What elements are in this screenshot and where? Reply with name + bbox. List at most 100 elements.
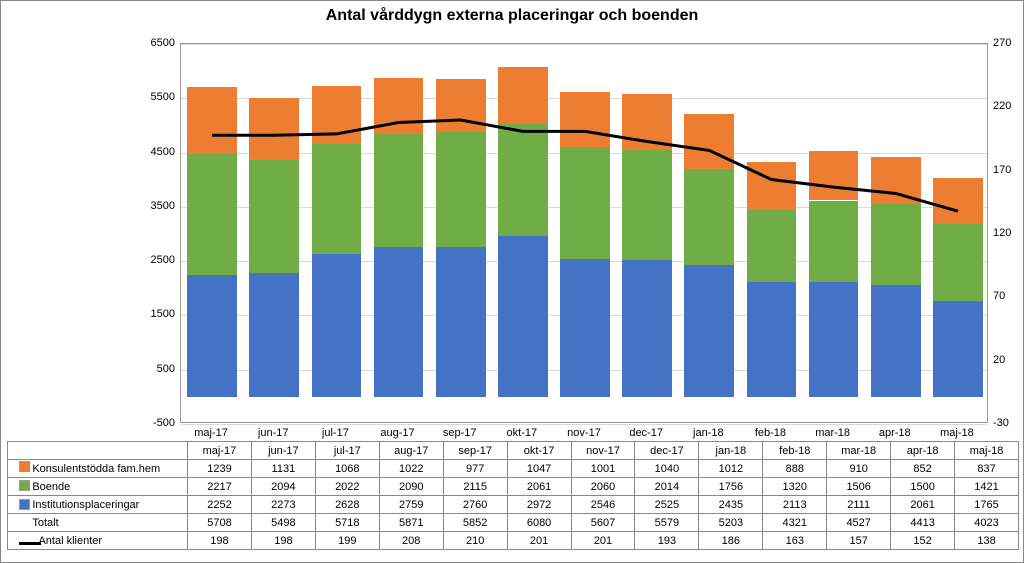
- cell: 138: [955, 532, 1019, 550]
- cell: 152: [891, 532, 955, 550]
- cell: 4527: [827, 514, 891, 532]
- cell: 5718: [315, 514, 379, 532]
- cell: okt-17: [507, 442, 571, 460]
- cell: 2090: [379, 478, 443, 496]
- table-row: Antal klienter19819819920821020120119318…: [8, 532, 1019, 550]
- y-right-tick: 270: [993, 37, 1021, 49]
- x-tick: apr-18: [879, 427, 911, 439]
- cell: 5871: [379, 514, 443, 532]
- cell: 201: [507, 532, 571, 550]
- cell: 186: [699, 532, 763, 550]
- cell: 198: [188, 532, 252, 550]
- x-tick: jun-17: [258, 427, 289, 439]
- y-right-tick: 170: [993, 164, 1021, 176]
- x-tick: maj-17: [194, 427, 228, 439]
- cell: 2094: [251, 478, 315, 496]
- cell: 1756: [699, 478, 763, 496]
- y-right-tick: -30: [993, 417, 1021, 429]
- cell: 2060: [571, 478, 635, 496]
- cell: 1421: [955, 478, 1019, 496]
- cell: 1040: [635, 460, 699, 478]
- cell: 2014: [635, 478, 699, 496]
- cell: 5607: [571, 514, 635, 532]
- y-left-tick: 1500: [141, 308, 175, 320]
- x-tick: dec-17: [629, 427, 663, 439]
- cell: 1131: [251, 460, 315, 478]
- cell: 1001: [571, 460, 635, 478]
- cell: 201: [571, 532, 635, 550]
- x-tick: aug-17: [380, 427, 414, 439]
- cell: 1012: [699, 460, 763, 478]
- line-series: [212, 120, 958, 211]
- y-left-tick: 6500: [141, 37, 175, 49]
- cell: 2217: [188, 478, 252, 496]
- cell: 2115: [443, 478, 507, 496]
- y-right-tick: 120: [993, 227, 1021, 239]
- cell: mar-18: [827, 442, 891, 460]
- cell: 2759: [379, 496, 443, 514]
- y-left-tick: 2500: [141, 254, 175, 266]
- x-tick: okt-17: [507, 427, 538, 439]
- table-row: Konsulentstödda fam.hem12391131106810229…: [8, 460, 1019, 478]
- x-tick: sep-17: [443, 427, 477, 439]
- y-left-tick: 5500: [141, 91, 175, 103]
- cell: 2252: [188, 496, 252, 514]
- x-tick: maj-18: [940, 427, 974, 439]
- cell: 4321: [763, 514, 827, 532]
- cell: sep-17: [443, 442, 507, 460]
- table-row: Institutionsplaceringar22522273262827592…: [8, 496, 1019, 514]
- x-tick: nov-17: [567, 427, 601, 439]
- plot-area: [180, 43, 988, 423]
- cell: 2435: [699, 496, 763, 514]
- cell: 6080: [507, 514, 571, 532]
- cell: jul-17: [315, 442, 379, 460]
- cell: 208: [379, 532, 443, 550]
- cell: 5579: [635, 514, 699, 532]
- cell: 163: [763, 532, 827, 550]
- y-left-tick: 3500: [141, 200, 175, 212]
- y-right-tick: 20: [993, 354, 1021, 366]
- cell: 977: [443, 460, 507, 478]
- cell: 5708: [188, 514, 252, 532]
- cell: 1047: [507, 460, 571, 478]
- cell: 888: [763, 460, 827, 478]
- row-header-klienter: Antal klienter: [8, 532, 188, 550]
- cell: 1506: [827, 478, 891, 496]
- cell: 210: [443, 532, 507, 550]
- cell: 4023: [955, 514, 1019, 532]
- cell: nov-17: [571, 442, 635, 460]
- row-header-boende: Boende: [8, 478, 188, 496]
- table-row: Totalt5708549857185871585260805607557952…: [8, 514, 1019, 532]
- y-left-tick: 500: [141, 363, 175, 375]
- cell: 5203: [699, 514, 763, 532]
- row-header-totals: Totalt: [8, 514, 188, 532]
- cell: 5852: [443, 514, 507, 532]
- chart-container: Antal vårddygn externa placeringar och b…: [0, 0, 1024, 563]
- cell: 1239: [188, 460, 252, 478]
- y-right-tick: 70: [993, 290, 1021, 302]
- cell: jun-17: [251, 442, 315, 460]
- y-left-tick: -500: [141, 417, 175, 429]
- cell: 910: [827, 460, 891, 478]
- cell: 5498: [251, 514, 315, 532]
- cell: 2760: [443, 496, 507, 514]
- cell: 2113: [763, 496, 827, 514]
- cell: 198: [251, 532, 315, 550]
- cell: 157: [827, 532, 891, 550]
- x-tick: jan-18: [693, 427, 724, 439]
- data-table: maj-17jun-17jul-17aug-17sep-17okt-17nov-…: [7, 441, 1019, 550]
- cell: dec-17: [635, 442, 699, 460]
- x-tick: jul-17: [322, 427, 349, 439]
- cell: 1068: [315, 460, 379, 478]
- row-header-categories: [8, 442, 188, 460]
- table-row: maj-17jun-17jul-17aug-17sep-17okt-17nov-…: [8, 442, 1019, 460]
- row-header-institution: Institutionsplaceringar: [8, 496, 188, 514]
- x-tick: feb-18: [755, 427, 786, 439]
- cell: 2111: [827, 496, 891, 514]
- cell: 1500: [891, 478, 955, 496]
- cell: 1320: [763, 478, 827, 496]
- cell: 837: [955, 460, 1019, 478]
- cell: feb-18: [763, 442, 827, 460]
- row-header-konsulent: Konsulentstödda fam.hem: [8, 460, 188, 478]
- cell: 2061: [507, 478, 571, 496]
